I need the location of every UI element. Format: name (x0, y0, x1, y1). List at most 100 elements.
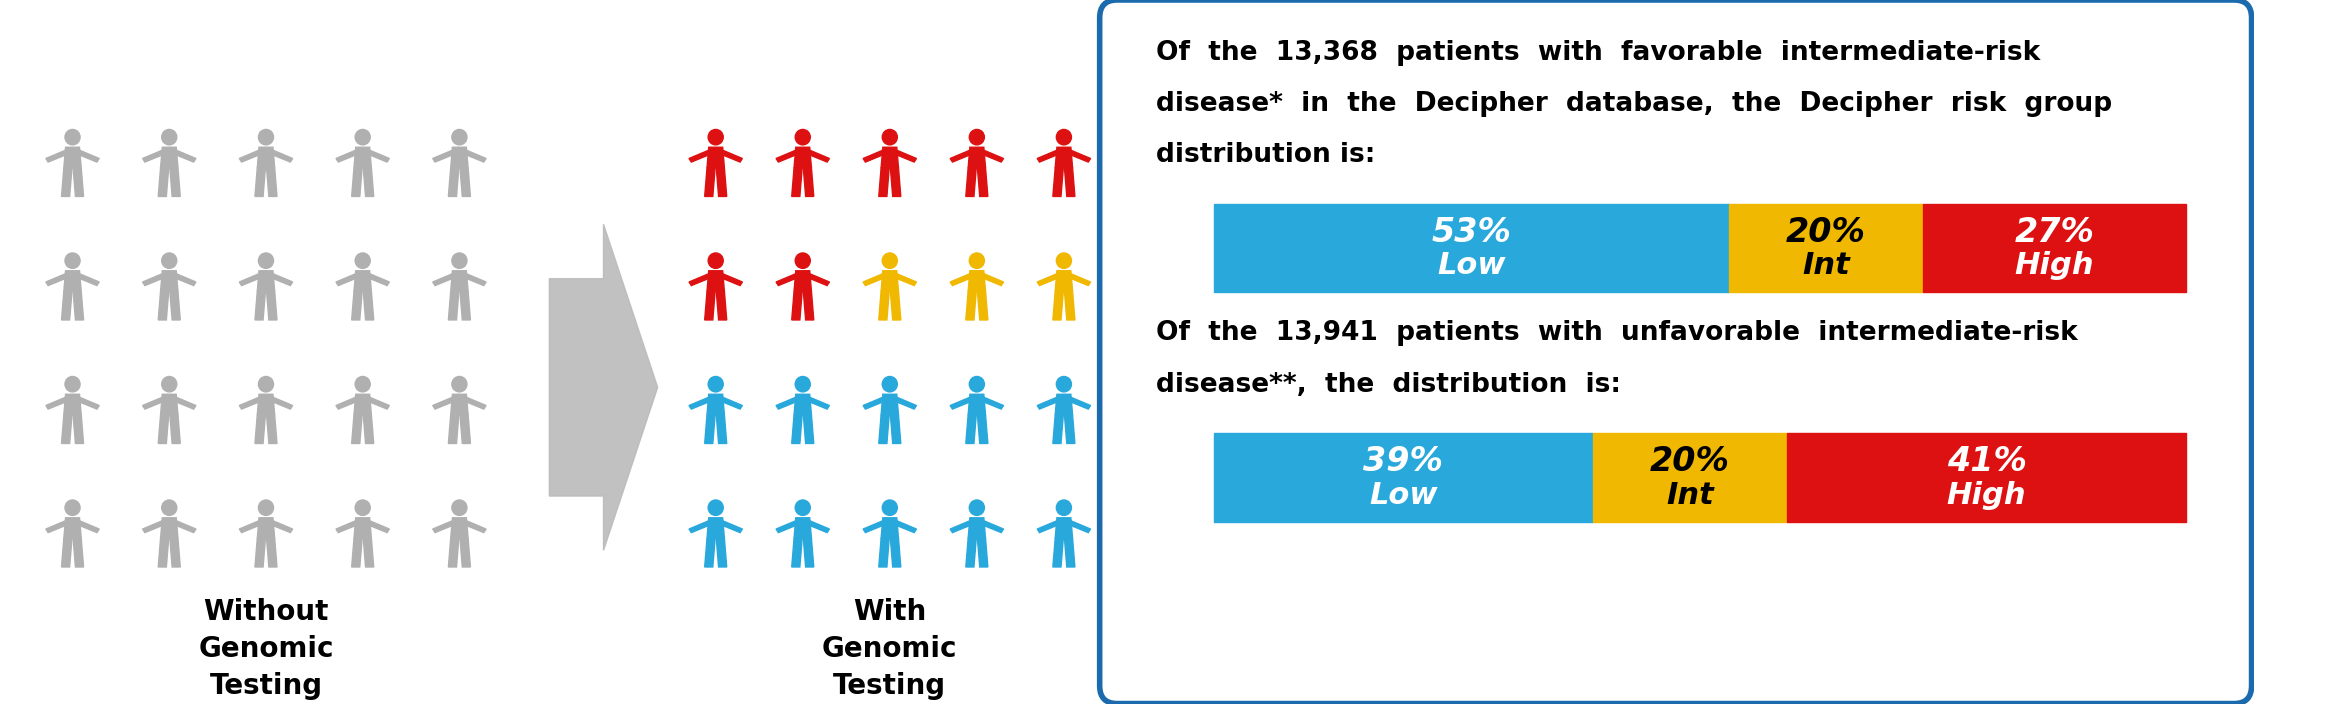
Circle shape (969, 253, 983, 268)
Polygon shape (79, 520, 100, 533)
Circle shape (969, 500, 983, 515)
Polygon shape (336, 150, 356, 162)
Circle shape (969, 130, 983, 145)
Polygon shape (1072, 397, 1090, 409)
Circle shape (452, 253, 466, 268)
Polygon shape (722, 273, 743, 286)
Polygon shape (890, 538, 902, 567)
Polygon shape (690, 397, 708, 409)
Polygon shape (715, 415, 727, 444)
Polygon shape (1072, 520, 1090, 533)
Text: Of  the  13,941  patients  with  unfavorable  intermediate-risk: Of the 13,941 patients with unfavorable … (1156, 320, 2078, 346)
Polygon shape (466, 273, 487, 286)
Bar (1729, 204, 1922, 293)
Circle shape (452, 377, 466, 392)
Polygon shape (976, 291, 988, 320)
Polygon shape (776, 520, 797, 533)
Polygon shape (983, 273, 1004, 286)
Polygon shape (776, 273, 797, 286)
Polygon shape (1053, 415, 1062, 444)
Polygon shape (1065, 415, 1074, 444)
FancyBboxPatch shape (1100, 0, 2251, 703)
Circle shape (883, 377, 897, 392)
Polygon shape (811, 397, 829, 409)
Polygon shape (1065, 291, 1074, 320)
Circle shape (1055, 377, 1072, 392)
Polygon shape (1072, 150, 1090, 162)
Polygon shape (795, 394, 811, 415)
Polygon shape (266, 168, 277, 197)
Polygon shape (1055, 518, 1072, 538)
Polygon shape (976, 415, 988, 444)
Polygon shape (72, 538, 84, 567)
Polygon shape (792, 415, 802, 444)
Polygon shape (951, 397, 969, 409)
Polygon shape (466, 150, 487, 162)
Circle shape (65, 130, 79, 145)
Polygon shape (177, 150, 196, 162)
Polygon shape (976, 538, 988, 567)
Polygon shape (715, 168, 727, 197)
Polygon shape (363, 168, 373, 197)
Text: High: High (1948, 481, 2027, 510)
Text: 27%: 27% (2015, 216, 2095, 248)
Polygon shape (890, 415, 902, 444)
Bar (1214, 204, 1729, 293)
Polygon shape (433, 397, 452, 409)
Polygon shape (459, 168, 471, 197)
Polygon shape (61, 415, 72, 444)
Text: 39%: 39% (1363, 445, 1442, 478)
Polygon shape (862, 273, 883, 286)
Polygon shape (63, 147, 82, 168)
Polygon shape (256, 271, 275, 291)
Text: distribution is:: distribution is: (1156, 142, 1375, 168)
Polygon shape (63, 271, 82, 291)
Polygon shape (61, 538, 72, 567)
Polygon shape (1065, 168, 1074, 197)
Polygon shape (466, 520, 487, 533)
Polygon shape (795, 271, 811, 291)
Circle shape (969, 377, 983, 392)
Polygon shape (158, 415, 168, 444)
Circle shape (883, 253, 897, 268)
Polygon shape (459, 415, 471, 444)
Polygon shape (804, 415, 813, 444)
Polygon shape (447, 415, 459, 444)
Polygon shape (354, 147, 370, 168)
Polygon shape (158, 168, 168, 197)
Polygon shape (63, 394, 82, 415)
Polygon shape (1055, 147, 1072, 168)
Polygon shape (792, 291, 802, 320)
Polygon shape (142, 397, 163, 409)
Polygon shape (706, 271, 725, 291)
Polygon shape (811, 273, 829, 286)
Polygon shape (1072, 273, 1090, 286)
Polygon shape (254, 168, 266, 197)
Polygon shape (878, 415, 890, 444)
Polygon shape (969, 394, 986, 415)
Polygon shape (177, 520, 196, 533)
Polygon shape (266, 291, 277, 320)
Polygon shape (897, 273, 916, 286)
Polygon shape (969, 271, 986, 291)
Polygon shape (433, 273, 452, 286)
Polygon shape (447, 168, 459, 197)
Polygon shape (1037, 520, 1058, 533)
Circle shape (883, 500, 897, 515)
Polygon shape (256, 518, 275, 538)
Polygon shape (266, 415, 277, 444)
Polygon shape (792, 168, 802, 197)
Text: Without
Genomic
Testing: Without Genomic Testing (198, 598, 333, 700)
Polygon shape (881, 518, 899, 538)
Circle shape (354, 130, 370, 145)
Polygon shape (804, 291, 813, 320)
Text: disease**,  the  distribution  is:: disease**, the distribution is: (1156, 372, 1622, 397)
Polygon shape (881, 394, 899, 415)
Polygon shape (161, 147, 177, 168)
Text: Low: Low (1370, 481, 1438, 510)
Polygon shape (1037, 397, 1058, 409)
Polygon shape (704, 291, 715, 320)
Polygon shape (881, 271, 899, 291)
Polygon shape (240, 273, 259, 286)
Polygon shape (811, 520, 829, 533)
